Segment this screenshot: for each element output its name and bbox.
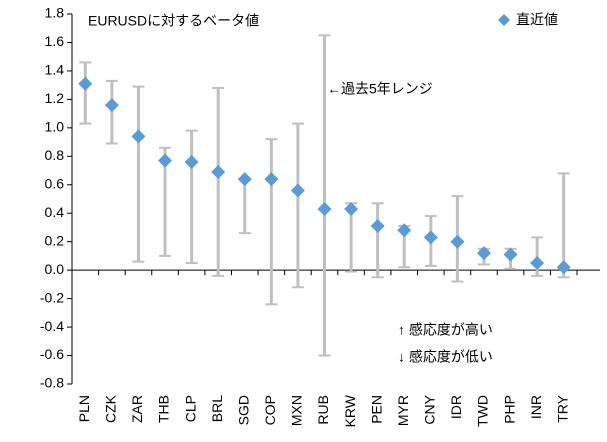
value-marker [423,230,438,245]
value-marker [184,155,199,169]
value-marker [530,256,545,271]
x-tick-label: BRL [209,395,225,422]
x-tick-label: SGD [235,395,251,425]
value-marker [450,234,465,249]
x-tick-label: CNY [422,394,438,424]
x-tick-label: PEN [368,395,384,424]
x-tick-label: THB [156,395,172,423]
legend-marker [498,14,510,26]
range-annotation: ←過去5年レンジ [327,81,433,97]
y-tick-label: 1.0 [45,119,65,135]
value-marker [104,98,119,113]
x-tick-label: CZK [103,394,119,423]
value-marker [503,247,518,262]
y-tick-label: -0.8 [40,375,64,391]
x-tick-label: RUB [315,395,331,425]
low-annotation: ↓ 感応度が低い [398,349,493,365]
y-tick-label: -0.4 [40,318,64,334]
y-tick-label: 1.2 [45,90,65,106]
value-marker [211,164,226,179]
y-tick-label: 0.2 [45,232,65,248]
value-marker [397,223,412,238]
high-annotation: ↑ 感応度が高い [398,322,493,338]
x-tick-label: ZAR [129,395,145,423]
value-marker [264,172,279,187]
value-marker [158,153,173,168]
y-tick-label: 0.8 [45,147,65,163]
chart-title: EURUSDに対するベータ値 [88,13,259,29]
y-tick-label: 1.4 [45,62,65,78]
y-tick-label: 0.6 [45,175,65,191]
x-tick-label: PLN [76,395,92,422]
value-marker [131,129,146,144]
x-tick-label: TRY [554,394,570,422]
value-marker [556,260,571,275]
y-tick-label: 1.6 [45,33,65,49]
value-marker [78,76,93,91]
x-tick-label: CLP [182,395,198,422]
value-marker [317,201,332,216]
x-tick-label: TWD [475,395,491,427]
value-marker [237,172,252,187]
y-tick-label: 0.0 [45,261,65,277]
value-marker [344,201,359,216]
legend-label: 直近値 [516,12,558,28]
value-marker [476,246,491,261]
value-marker [370,219,385,234]
x-tick-label: KRW [342,394,358,427]
x-tick-label: MXN [289,395,305,426]
y-tick-label: 0.4 [45,204,65,220]
x-tick-label: PHP [501,395,517,424]
x-tick-label: COP [262,395,278,425]
y-tick-label: 1.8 [45,5,65,21]
value-marker [290,183,305,198]
y-tick-label: -0.6 [40,346,64,362]
x-tick-label: IDR [448,395,464,419]
x-tick-label: INR [528,395,544,419]
y-tick-label: -0.2 [40,289,64,305]
x-tick-label: MYR [395,395,411,426]
